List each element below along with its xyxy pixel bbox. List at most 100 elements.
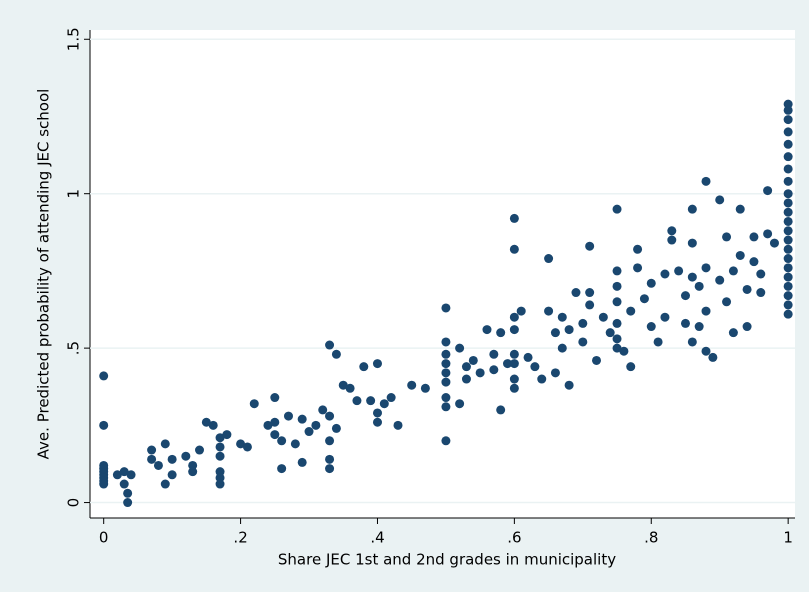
point — [242, 442, 252, 452]
x-tick-label: .2 — [233, 529, 247, 547]
point — [749, 232, 759, 242]
point — [557, 343, 567, 353]
point — [461, 362, 471, 372]
point — [783, 127, 793, 137]
point — [99, 479, 109, 489]
point — [715, 195, 725, 205]
point — [694, 281, 704, 291]
point — [325, 436, 335, 446]
point — [742, 284, 752, 294]
point — [509, 325, 519, 335]
point — [496, 328, 506, 338]
point — [626, 362, 636, 372]
point — [728, 266, 738, 276]
point — [201, 417, 211, 427]
point — [585, 241, 595, 251]
point — [619, 346, 629, 356]
point — [509, 349, 519, 359]
point — [701, 306, 711, 316]
point — [585, 288, 595, 298]
point — [379, 399, 389, 409]
point — [441, 377, 451, 387]
y-tick-label: 1.5 — [65, 27, 83, 51]
point — [325, 411, 335, 421]
point — [783, 105, 793, 115]
point — [701, 346, 711, 356]
point — [660, 312, 670, 322]
point — [386, 393, 396, 403]
point — [783, 115, 793, 125]
point — [769, 238, 779, 248]
point — [119, 467, 129, 477]
point — [783, 99, 793, 109]
point — [249, 399, 259, 409]
point — [215, 467, 225, 477]
point — [544, 306, 554, 316]
point — [530, 362, 540, 372]
point — [112, 470, 122, 480]
x-tick-label: 0 — [99, 529, 109, 547]
point — [99, 371, 109, 381]
point — [441, 337, 451, 347]
point — [523, 352, 533, 362]
point — [222, 430, 232, 440]
point — [441, 349, 451, 359]
point — [612, 281, 622, 291]
point — [99, 464, 109, 474]
point — [680, 291, 690, 301]
point — [680, 318, 690, 328]
point — [612, 334, 622, 344]
point — [215, 479, 225, 489]
point — [509, 312, 519, 322]
point — [263, 420, 273, 430]
point — [564, 380, 574, 390]
point — [509, 359, 519, 369]
point — [297, 414, 307, 424]
point — [537, 374, 547, 384]
point — [359, 362, 369, 372]
point — [509, 374, 519, 384]
x-tick-label: 1 — [783, 529, 793, 547]
point — [147, 454, 157, 464]
point — [571, 288, 581, 298]
y-tick-label: .5 — [65, 341, 83, 355]
point — [215, 473, 225, 483]
point — [687, 238, 697, 248]
point — [461, 374, 471, 384]
point — [99, 420, 109, 430]
point — [783, 216, 793, 226]
point — [318, 405, 328, 415]
point — [701, 263, 711, 273]
point — [783, 152, 793, 162]
point — [441, 359, 451, 369]
point — [749, 257, 759, 267]
point — [646, 322, 656, 332]
point — [160, 479, 170, 489]
point — [188, 460, 198, 470]
point — [297, 457, 307, 467]
point — [393, 420, 403, 430]
point — [325, 340, 335, 350]
point — [475, 368, 485, 378]
point — [783, 254, 793, 264]
point — [783, 300, 793, 310]
point — [783, 244, 793, 254]
point — [516, 306, 526, 316]
point — [598, 312, 608, 322]
point — [694, 322, 704, 332]
point — [783, 207, 793, 217]
point — [687, 272, 697, 282]
point — [441, 393, 451, 403]
point — [441, 368, 451, 378]
point — [441, 402, 451, 412]
point — [195, 445, 205, 455]
point — [783, 189, 793, 199]
point — [489, 365, 499, 375]
point — [756, 269, 766, 279]
point — [578, 318, 588, 328]
point — [783, 263, 793, 273]
point — [612, 343, 622, 353]
point — [783, 226, 793, 236]
point — [325, 454, 335, 464]
point — [123, 498, 133, 508]
